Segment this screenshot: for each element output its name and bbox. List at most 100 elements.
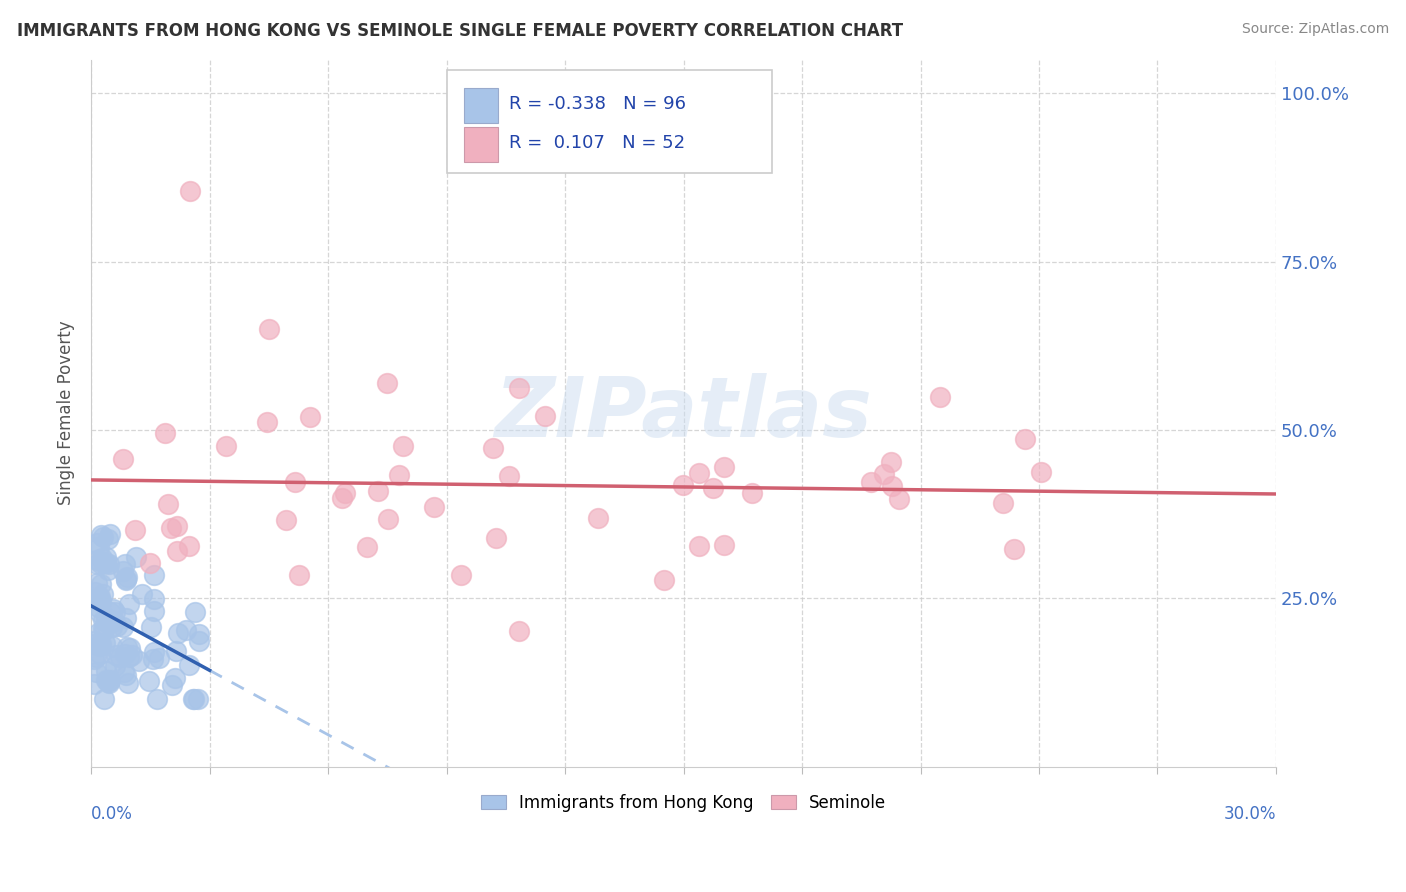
Point [889, 491, 911, 506]
Point [741, 485, 763, 500]
Point [330, 491, 353, 506]
Text: IMMIGRANTS FROM HONG KONG VS SEMINOLE SINGLE FEMALE POVERTY CORRELATION CHART: IMMIGRANTS FROM HONG KONG VS SEMINOLE SI… [17, 22, 903, 40]
Point [98, 557, 121, 571]
Point [87, 591, 110, 606]
Point [166, 544, 188, 558]
Point [139, 620, 162, 634]
Point [388, 467, 411, 482]
Point [87, 600, 110, 615]
Point [83, 637, 105, 651]
Point [94, 636, 117, 650]
Point [90, 558, 112, 572]
Point [146, 692, 169, 706]
Point [103, 614, 125, 628]
Text: 0.0%: 0.0% [91, 805, 134, 823]
Point [299, 409, 322, 424]
Point [179, 184, 201, 198]
Point [284, 475, 307, 489]
Point [377, 512, 399, 526]
Point [84, 584, 107, 599]
Point [187, 692, 209, 706]
Point [110, 649, 132, 664]
Point [392, 439, 415, 453]
Point [87, 592, 110, 607]
Point [165, 671, 187, 685]
Point [101, 602, 124, 616]
Point [118, 649, 141, 664]
Point [89, 639, 111, 653]
Point [356, 540, 378, 554]
Point [101, 620, 124, 634]
Point [93, 692, 115, 706]
Point [879, 455, 901, 469]
Point [114, 573, 136, 587]
Point [115, 668, 138, 682]
Point [118, 597, 141, 611]
Point [157, 498, 180, 512]
Point [181, 692, 204, 706]
Point [86, 665, 108, 679]
Point [83, 677, 105, 691]
Point [89, 647, 111, 661]
Point [179, 657, 201, 672]
Point [104, 659, 127, 673]
Point [215, 439, 238, 453]
Point [377, 376, 399, 390]
Point [86, 536, 108, 550]
Point [112, 665, 135, 680]
Point [96, 673, 118, 688]
Point [485, 531, 508, 545]
FancyBboxPatch shape [447, 70, 772, 173]
Point [115, 570, 138, 584]
Point [702, 481, 724, 495]
Text: Source: ZipAtlas.com: Source: ZipAtlas.com [1241, 22, 1389, 37]
Point [859, 475, 882, 489]
Point [111, 564, 134, 578]
Y-axis label: Single Female Poverty: Single Female Poverty [58, 321, 75, 506]
Point [93, 623, 115, 637]
Point [166, 519, 188, 533]
Point [143, 567, 166, 582]
Point [880, 479, 903, 493]
Point [98, 605, 121, 619]
Point [114, 557, 136, 571]
Point [138, 674, 160, 689]
Point [159, 520, 181, 534]
Point [125, 549, 148, 564]
Point [114, 647, 136, 661]
Point [166, 626, 188, 640]
Point [143, 604, 166, 618]
Text: R = -0.338   N = 96: R = -0.338 N = 96 [509, 95, 686, 113]
Point [256, 415, 278, 429]
Point [257, 322, 280, 336]
Point [105, 619, 128, 633]
Point [115, 611, 138, 625]
Point [96, 664, 118, 678]
Point [131, 586, 153, 600]
Point [534, 409, 557, 424]
Point [90, 594, 112, 608]
Point [498, 468, 520, 483]
FancyBboxPatch shape [464, 127, 498, 162]
Point [508, 381, 530, 395]
Point [91, 621, 114, 635]
Point [93, 530, 115, 544]
Point [86, 557, 108, 571]
Point [508, 624, 530, 638]
Point [588, 511, 610, 525]
Point [91, 613, 114, 627]
Point [83, 634, 105, 648]
Point [84, 649, 107, 664]
Point [148, 650, 170, 665]
Point [153, 426, 176, 441]
Point [713, 460, 735, 475]
Point [160, 678, 183, 692]
FancyBboxPatch shape [464, 88, 498, 123]
Point [96, 550, 118, 565]
Point [174, 624, 197, 638]
Point [367, 483, 389, 498]
Point [96, 532, 118, 546]
Point [482, 441, 505, 455]
Point [90, 637, 112, 651]
Point [1014, 432, 1036, 446]
